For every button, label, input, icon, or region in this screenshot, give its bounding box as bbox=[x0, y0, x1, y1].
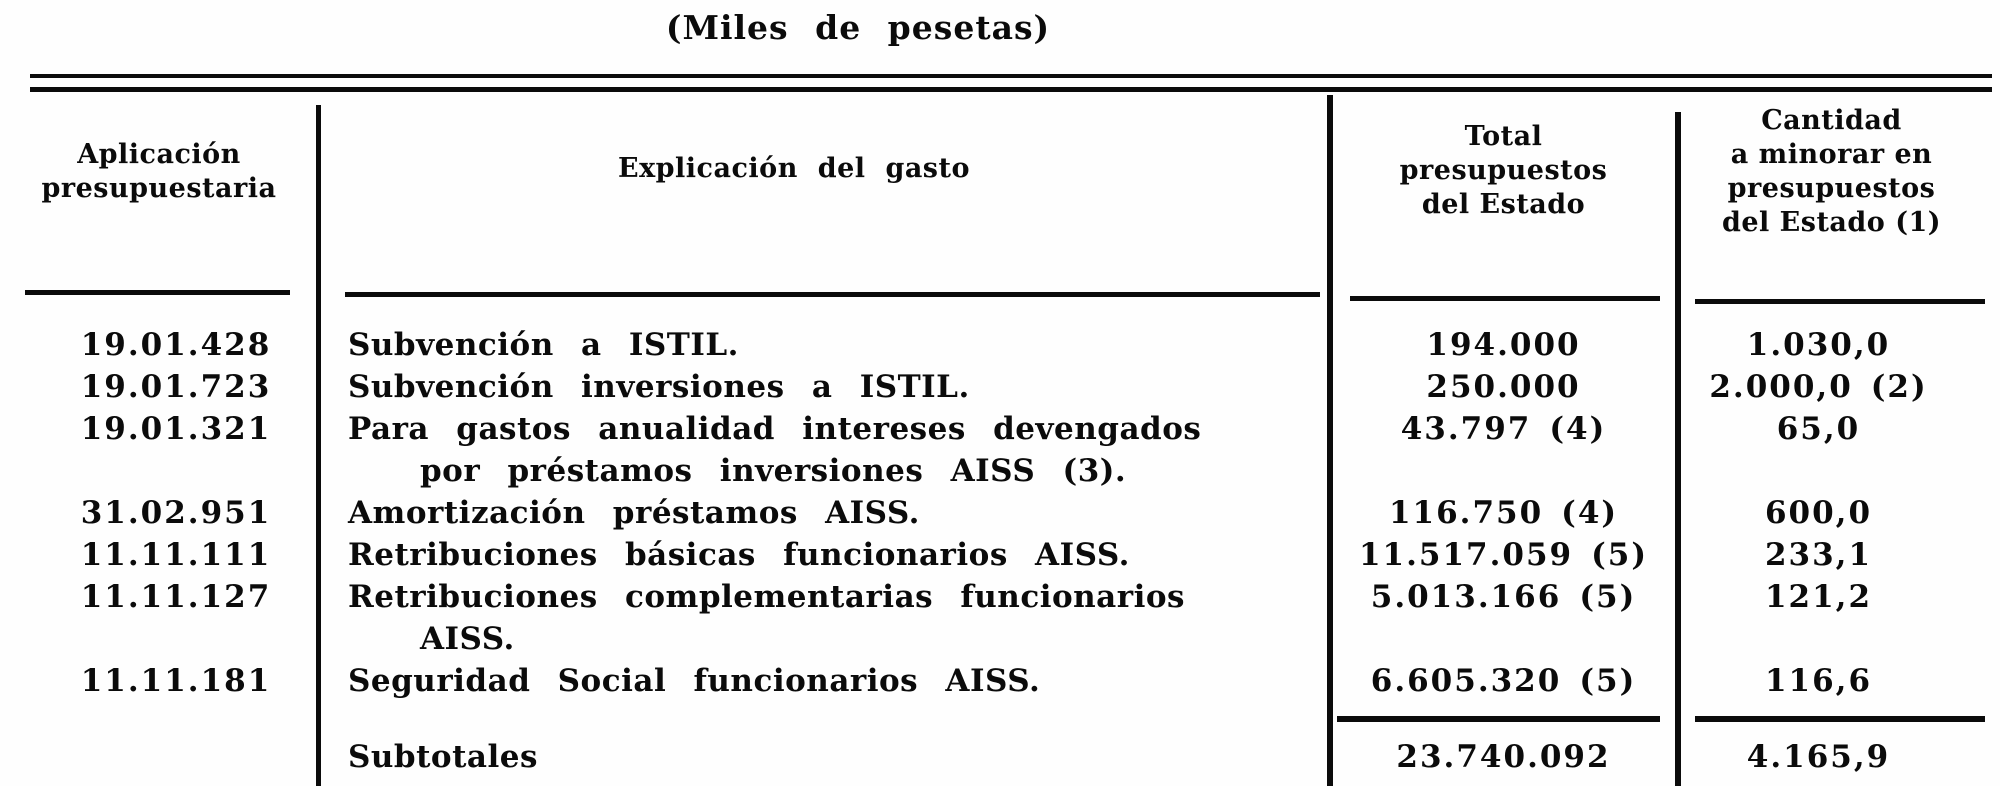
row-total-number: 6.605.320 bbox=[1370, 663, 1562, 699]
row-description-line-1: Subvención a ISTIL. bbox=[348, 327, 739, 363]
table-row: 31.02.951 Amortización préstamos AISS. 1… bbox=[0, 492, 2000, 534]
header-aplicacion-presupuestaria: Aplicación presupuestaria bbox=[41, 139, 277, 204]
column-divider-2 bbox=[1327, 95, 1333, 786]
table-row: 11.11.127 Retribuciones complementarias … bbox=[0, 576, 2000, 660]
row-code: 31.02.951 bbox=[80, 495, 272, 531]
row-minorar-number: 2.000,0 bbox=[1709, 369, 1853, 405]
row-minorar-number: 600,0 bbox=[1764, 495, 1873, 531]
page-title: (Miles de pesetas) bbox=[665, 8, 1051, 47]
row-minorar-number: 1.030,0 bbox=[1746, 327, 1891, 363]
subtotal-rule-row bbox=[0, 702, 2000, 736]
row-description-line-2: AISS. bbox=[420, 621, 515, 657]
row-minorar-number: 65,0 bbox=[1776, 411, 1861, 447]
row-total: 43.797 (4) bbox=[1330, 408, 1677, 450]
row-total-footnote: (5) bbox=[1591, 537, 1649, 573]
row-description: Para gastos anualidad intereses devengad… bbox=[318, 408, 1330, 492]
row-total: 5.013.166 (5) bbox=[1330, 576, 1677, 618]
row-minorar-footnote: (2) bbox=[1870, 369, 1928, 405]
header-explicacion-del-gasto: Explicación del gasto bbox=[617, 153, 970, 184]
row-total-number: 250.000 bbox=[1426, 369, 1581, 405]
table-row: 11.11.181 Seguridad Social funcionarios … bbox=[0, 660, 2000, 702]
row-minorar: 2.000,0 (2) bbox=[1677, 366, 2000, 408]
row-description: Amortización préstamos AISS. bbox=[318, 492, 1330, 534]
subtotal-rule-total-column bbox=[1337, 716, 1660, 722]
row-description-line-1: Seguridad Social funcionarios AISS. bbox=[348, 663, 1041, 699]
row-description: Retribuciones complementarias funcionari… bbox=[318, 576, 1330, 660]
row-total-footnote: (5) bbox=[1579, 663, 1637, 699]
row-total: 11.517.059 (5) bbox=[1330, 534, 1677, 576]
column-divider-3 bbox=[1675, 112, 1681, 786]
row-description-line-1: Amortización préstamos AISS. bbox=[348, 495, 920, 531]
row-minorar: 1.030,0 bbox=[1677, 324, 2000, 366]
row-code: 19.01.321 bbox=[80, 411, 272, 447]
subtotal-total-value: 23.740.092 bbox=[1330, 736, 1677, 778]
subtotal-label: Subtotales bbox=[348, 739, 538, 775]
row-minorar: 600,0 bbox=[1677, 492, 2000, 534]
row-code: 11.11.181 bbox=[80, 663, 272, 699]
header-underline-col4 bbox=[1695, 299, 1985, 304]
row-total-footnote: (4) bbox=[1549, 411, 1607, 447]
row-total-number: 116.750 bbox=[1388, 495, 1544, 531]
subtotal-minorar-number: 4.165,9 bbox=[1746, 739, 1891, 775]
row-minorar: 65,0 bbox=[1677, 408, 2000, 450]
row-description-line-1: Para gastos anualidad intereses devengad… bbox=[348, 411, 1202, 447]
table-row: 11.11.111 Retribuciones básicas funciona… bbox=[0, 534, 2000, 576]
row-total: 250.000 bbox=[1330, 366, 1677, 408]
row-description: Subvención a ISTIL. bbox=[318, 324, 1330, 366]
subtotal-minorar-value: 4.165,9 bbox=[1677, 736, 2000, 778]
row-total-footnote: (5) bbox=[1579, 579, 1637, 615]
header-cantidad-a-minorar: Cantidad a minorar en presupuestos del E… bbox=[1721, 105, 1942, 238]
row-description-line-1: Retribuciones complementarias funcionari… bbox=[348, 579, 1186, 615]
row-description-line-1: Subvención inversiones a ISTIL. bbox=[348, 369, 970, 405]
row-minorar: 233,1 bbox=[1677, 534, 2000, 576]
row-description: Seguridad Social funcionarios AISS. bbox=[318, 660, 1330, 702]
row-minorar: 116,6 bbox=[1677, 660, 2000, 702]
table-body: 19.01.428 Subvención a ISTIL. 194.000 1.… bbox=[0, 324, 2000, 778]
row-code: 11.11.111 bbox=[80, 537, 272, 573]
row-total: 116.750 (4) bbox=[1330, 492, 1677, 534]
row-minorar-number: 121,2 bbox=[1764, 579, 1873, 615]
table-row: 19.01.723 Subvención inversiones a ISTIL… bbox=[0, 366, 2000, 408]
row-description-line-1: Retribuciones básicas funcionarios AISS. bbox=[348, 537, 1130, 573]
row-code: 19.01.428 bbox=[80, 327, 272, 363]
header-total-presupuestos: Total presupuestos del Estado bbox=[1399, 121, 1608, 220]
subtotal-row: Subtotales 23.740.092 4.165,9 bbox=[0, 736, 2000, 778]
header-underline-col1 bbox=[25, 290, 290, 295]
row-total: 194.000 bbox=[1330, 324, 1677, 366]
row-description-line-2: por préstamos inversiones AISS (3). bbox=[420, 453, 1127, 489]
row-code: 19.01.723 bbox=[80, 369, 272, 405]
header-underline-col3 bbox=[1350, 296, 1660, 301]
row-total-number: 5.013.166 bbox=[1370, 579, 1562, 615]
row-total-footnote: (4) bbox=[1561, 495, 1619, 531]
row-total: 6.605.320 (5) bbox=[1330, 660, 1677, 702]
row-total-number: 194.000 bbox=[1426, 327, 1581, 363]
row-total-number: 43.797 bbox=[1400, 411, 1532, 447]
row-description: Subvención inversiones a ISTIL. bbox=[318, 366, 1330, 408]
row-minorar-number: 116,6 bbox=[1764, 663, 1873, 699]
subtotal-rule-minorar-column bbox=[1695, 716, 1985, 722]
row-minorar: 121,2 bbox=[1677, 576, 2000, 618]
column-divider-1 bbox=[316, 105, 321, 786]
header-underline-col2 bbox=[345, 292, 1320, 297]
row-code: 11.11.127 bbox=[80, 579, 272, 615]
table-row: 19.01.428 Subvención a ISTIL. 194.000 1.… bbox=[0, 324, 2000, 366]
double-rule-top-line-1 bbox=[30, 74, 1992, 78]
table-row: 19.01.321 Para gastos anualidad interese… bbox=[0, 408, 2000, 492]
row-minorar-number: 233,1 bbox=[1764, 537, 1873, 573]
row-total-number: 11.517.059 bbox=[1358, 537, 1574, 573]
row-description: Retribuciones básicas funcionarios AISS. bbox=[318, 534, 1330, 576]
subtotal-total-number: 23.740.092 bbox=[1396, 739, 1611, 775]
double-rule-top-line-2 bbox=[30, 87, 1992, 92]
